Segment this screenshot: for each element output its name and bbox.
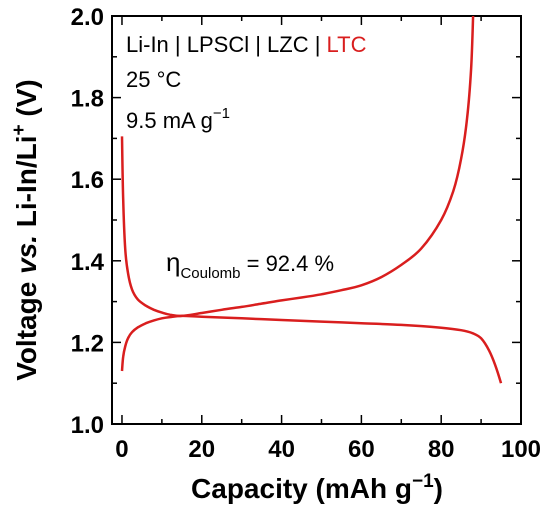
x-tick-label: 20: [188, 436, 215, 463]
coulombic-efficiency-label: ηCoulomb = 92.4 %: [166, 247, 334, 282]
charge-curve: [120, 15, 475, 318]
discharge-curve: [120, 314, 503, 384]
rate-label: 9.5 mA g−1: [126, 105, 230, 133]
y-tick-label: 1.8: [71, 86, 104, 113]
y-tick-label: 1.2: [71, 330, 104, 357]
data-curves: [120, 15, 503, 384]
x-tick-label: 80: [428, 436, 455, 463]
y-tick-label: 2.0: [71, 4, 104, 31]
axis-ticks: 0 20 40 60 80 100 1.0 1.2 1.4 1.6 1.8 2.0: [71, 4, 541, 463]
x-tick-label: 60: [348, 436, 375, 463]
y-tick-label: 1.0: [71, 412, 104, 439]
temperature-label: 25 °C: [126, 67, 181, 92]
x-tick-label: 0: [115, 436, 128, 463]
x-tick-label: 40: [268, 436, 295, 463]
y-tick-label: 1.6: [71, 167, 104, 194]
x-axis-label: Capacity (mAh g−1): [191, 471, 443, 504]
y-axis-label: Voltage vs. Li-In/Li+ (V): [9, 79, 42, 381]
x-tick-label: 100: [501, 436, 541, 463]
cell-config-label: Li-In | LPSCl | LZC | LTC: [126, 32, 367, 57]
y-tick-label: 1.4: [71, 249, 105, 276]
